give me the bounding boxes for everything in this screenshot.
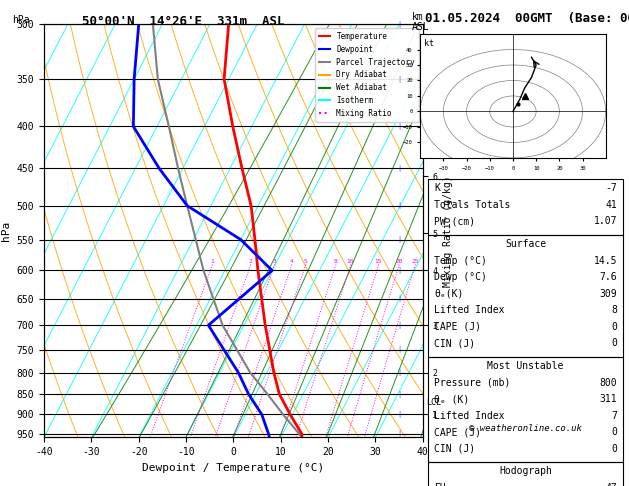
Text: CAPE (J): CAPE (J): [434, 322, 481, 332]
Text: 8: 8: [611, 305, 617, 315]
Text: |: |: [398, 391, 401, 398]
Text: |: |: [398, 430, 401, 437]
Text: Temp (°C): Temp (°C): [434, 256, 487, 266]
Text: 01.05.2024  00GMT  (Base: 00): 01.05.2024 00GMT (Base: 00): [425, 12, 629, 25]
Text: 309: 309: [599, 289, 617, 299]
Text: LCL: LCL: [426, 398, 442, 407]
Text: 1: 1: [210, 260, 214, 264]
Text: 25: 25: [411, 260, 419, 264]
Text: 0: 0: [611, 322, 617, 332]
Text: |: |: [398, 369, 401, 376]
X-axis label: Dewpoint / Temperature (°C): Dewpoint / Temperature (°C): [142, 463, 325, 473]
Text: ASL: ASL: [412, 22, 430, 32]
Text: CIN (J): CIN (J): [434, 444, 476, 453]
Y-axis label: Mixing Ratio (g/kg): Mixing Ratio (g/kg): [443, 175, 453, 287]
Text: PW (cm): PW (cm): [434, 216, 476, 226]
Text: |: |: [398, 267, 401, 274]
Text: |: |: [398, 411, 401, 418]
Text: |: |: [398, 346, 401, 353]
Text: Lifted Index: Lifted Index: [434, 411, 505, 420]
Text: kt: kt: [424, 39, 434, 48]
Text: km: km: [412, 12, 424, 22]
Text: 50°00'N  14°26'E  331m  ASL: 50°00'N 14°26'E 331m ASL: [82, 15, 284, 28]
Text: 10: 10: [347, 260, 354, 264]
Text: K: K: [434, 183, 440, 193]
Text: 14.5: 14.5: [593, 256, 617, 266]
Text: Pressure (mb): Pressure (mb): [434, 378, 511, 387]
Y-axis label: hPa: hPa: [1, 221, 11, 241]
Text: |: |: [398, 21, 401, 28]
Text: |: |: [398, 322, 401, 329]
Text: θₑ(K): θₑ(K): [434, 289, 464, 299]
Text: Dewp (°C): Dewp (°C): [434, 272, 487, 282]
Text: |: |: [398, 123, 401, 130]
Text: 0: 0: [611, 444, 617, 453]
Text: 1.07: 1.07: [593, 216, 617, 226]
Text: 5: 5: [303, 260, 307, 264]
Text: © weatheronline.co.uk: © weatheronline.co.uk: [469, 424, 582, 434]
Text: CAPE (J): CAPE (J): [434, 427, 481, 437]
Text: |: |: [398, 75, 401, 83]
Text: hPa: hPa: [13, 15, 30, 25]
Bar: [428, 357, 623, 462]
Bar: [428, 462, 623, 486]
Text: 0: 0: [611, 338, 617, 348]
Text: Hodograph: Hodograph: [499, 467, 552, 476]
Text: Lifted Index: Lifted Index: [434, 305, 505, 315]
Text: 7: 7: [611, 411, 617, 420]
Legend: Temperature, Dewpoint, Parcel Trajectory, Dry Adiabat, Wet Adiabat, Isotherm, Mi: Temperature, Dewpoint, Parcel Trajectory…: [315, 28, 419, 122]
Bar: [428, 235, 623, 357]
Text: 8: 8: [334, 260, 338, 264]
Text: 15: 15: [375, 260, 382, 264]
Text: -7: -7: [605, 183, 617, 193]
Text: 4: 4: [289, 260, 293, 264]
Text: 311: 311: [599, 394, 617, 404]
Text: |: |: [398, 236, 401, 243]
Text: 20: 20: [395, 260, 403, 264]
Text: Most Unstable: Most Unstable: [487, 361, 564, 371]
Text: |: |: [398, 165, 401, 172]
Text: CIN (J): CIN (J): [434, 338, 476, 348]
Text: Totals Totals: Totals Totals: [434, 200, 511, 210]
Text: θₑ (K): θₑ (K): [434, 394, 470, 404]
Text: |: |: [398, 295, 401, 302]
Text: EH: EH: [434, 483, 446, 486]
Text: 0: 0: [611, 427, 617, 437]
Text: Surface: Surface: [505, 239, 546, 249]
Text: |: |: [398, 202, 401, 209]
Bar: [428, 179, 623, 235]
Text: 41: 41: [605, 200, 617, 210]
Text: 7.6: 7.6: [599, 272, 617, 282]
Text: 47: 47: [605, 483, 617, 486]
Text: 800: 800: [599, 378, 617, 387]
Text: 3: 3: [272, 260, 276, 264]
Text: 2: 2: [248, 260, 252, 264]
